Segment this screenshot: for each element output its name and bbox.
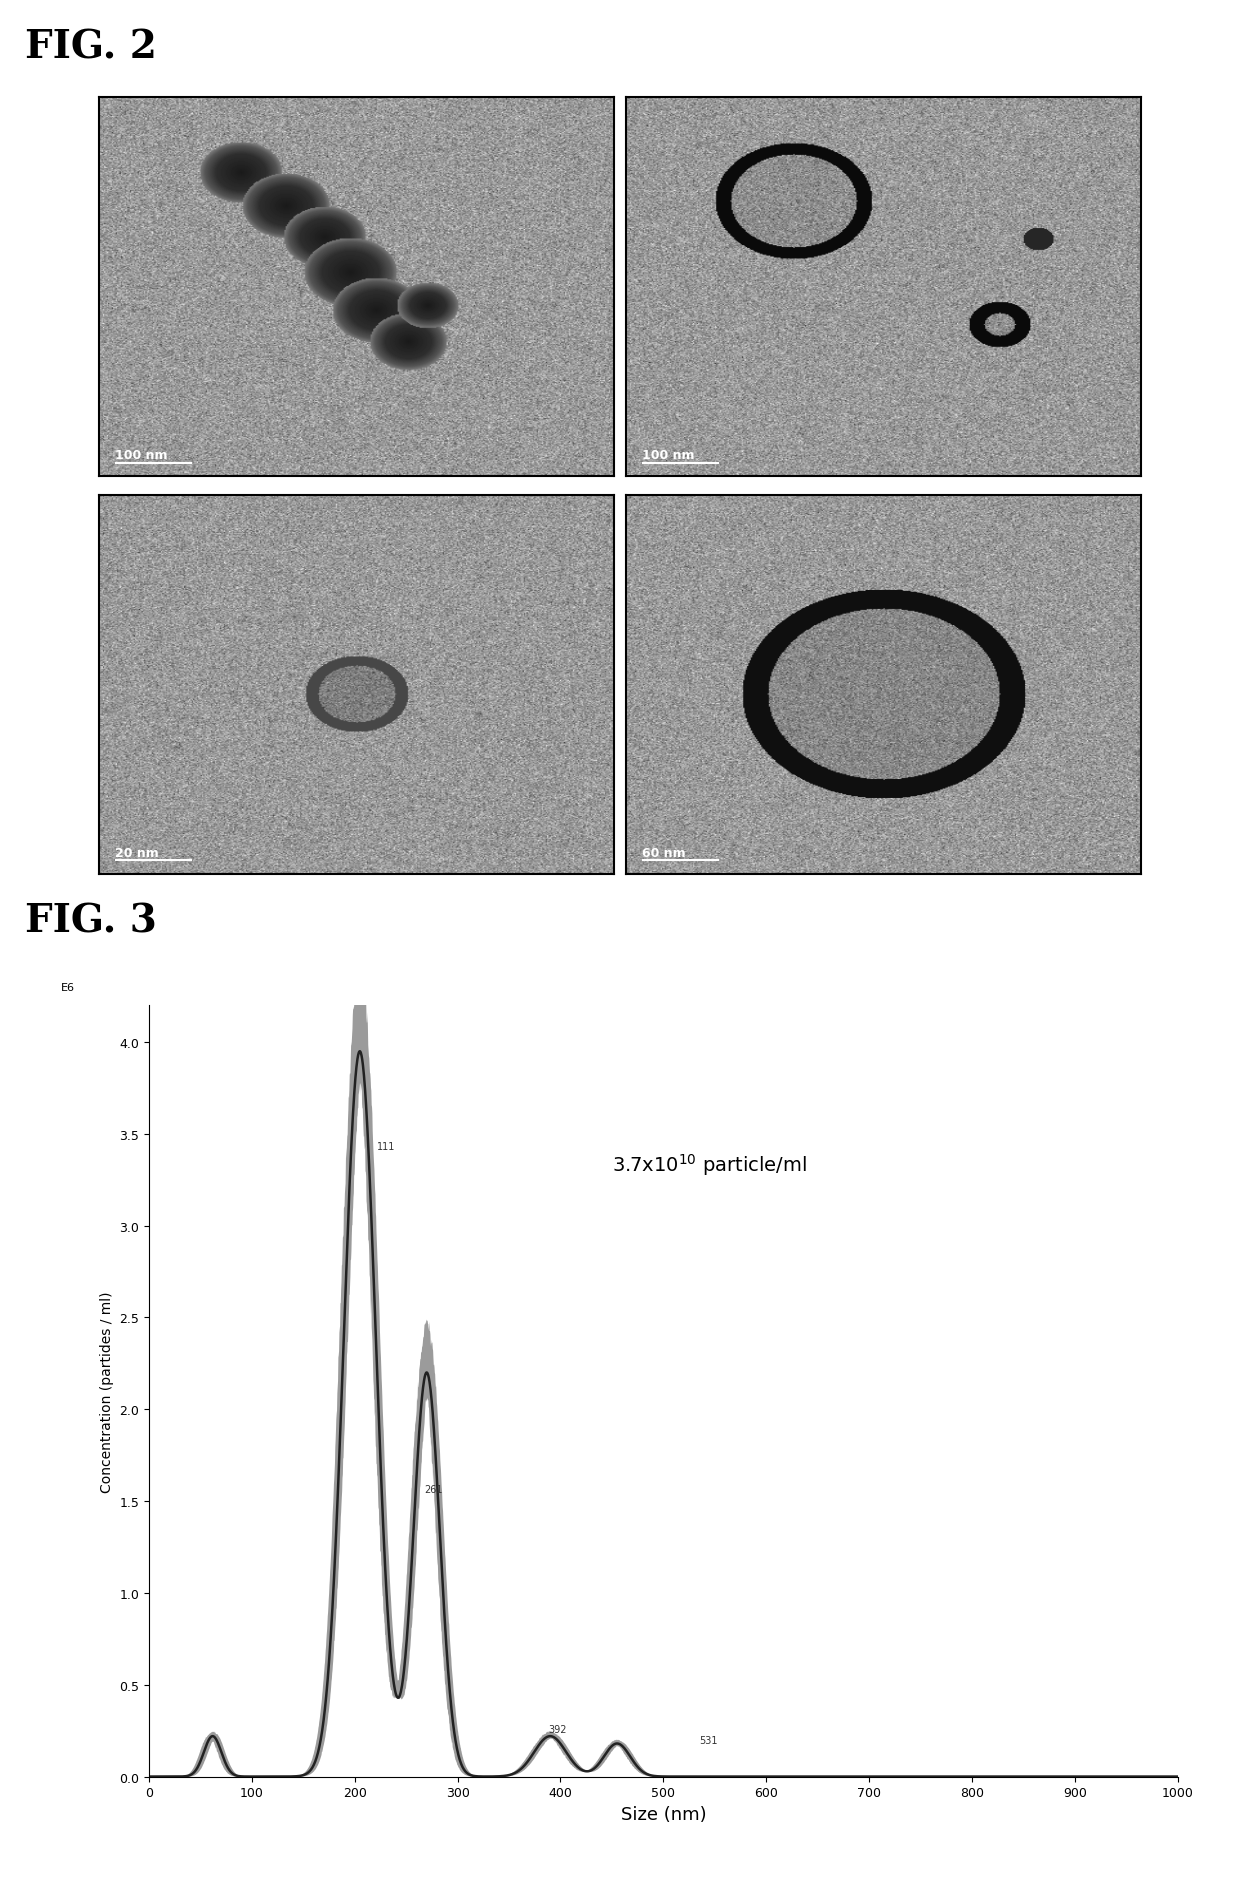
Text: 111: 111 [377,1141,396,1151]
Text: FIG. 3: FIG. 3 [25,902,156,940]
X-axis label: Size (nm): Size (nm) [620,1805,707,1824]
Text: 261: 261 [424,1483,443,1495]
Text: E6: E6 [61,983,76,993]
Text: FIG. 2: FIG. 2 [25,28,156,66]
Y-axis label: Concentration (partides / ml): Concentration (partides / ml) [99,1290,114,1493]
Text: 531: 531 [699,1735,718,1745]
Text: 100 nm: 100 nm [114,449,167,461]
Text: 60 nm: 60 nm [641,846,686,859]
Text: 20 nm: 20 nm [114,846,159,859]
Text: 100 nm: 100 nm [641,449,694,461]
Text: 3.7x10$^{10}$ particle/ml: 3.7x10$^{10}$ particle/ml [613,1151,807,1177]
Text: 392: 392 [548,1724,567,1735]
